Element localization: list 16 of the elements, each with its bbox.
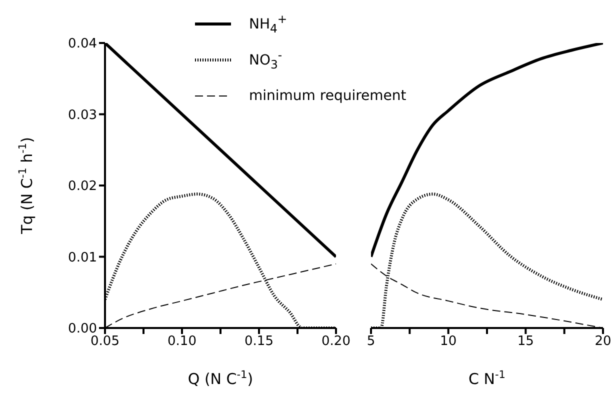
legend-label: minimum requirement (249, 88, 406, 104)
x-tick-label: 0.10 (168, 334, 196, 350)
x-tick-label: 5 (366, 334, 376, 350)
x-tick-label: 0.05 (90, 334, 120, 350)
x-axis-title: Q (N C$^{-1}$) (188, 369, 254, 388)
y-tick-label: 0.04 (68, 36, 97, 52)
x-axis-title: C N$^{-1}$ (468, 369, 506, 388)
y-tick-label: 0.00 (68, 322, 97, 337)
x-tick-label: 0.15 (244, 334, 274, 350)
x-tick-label: 20 (594, 334, 612, 350)
y-tick-label: 0.03 (68, 108, 97, 123)
x-tick-label: 15 (517, 334, 534, 350)
x-tick-label: 0.20 (322, 334, 350, 350)
y-tick-label: 0.01 (68, 250, 97, 266)
y-tick-label: 0.02 (68, 179, 97, 194)
x-tick-label: 10 (440, 334, 457, 350)
